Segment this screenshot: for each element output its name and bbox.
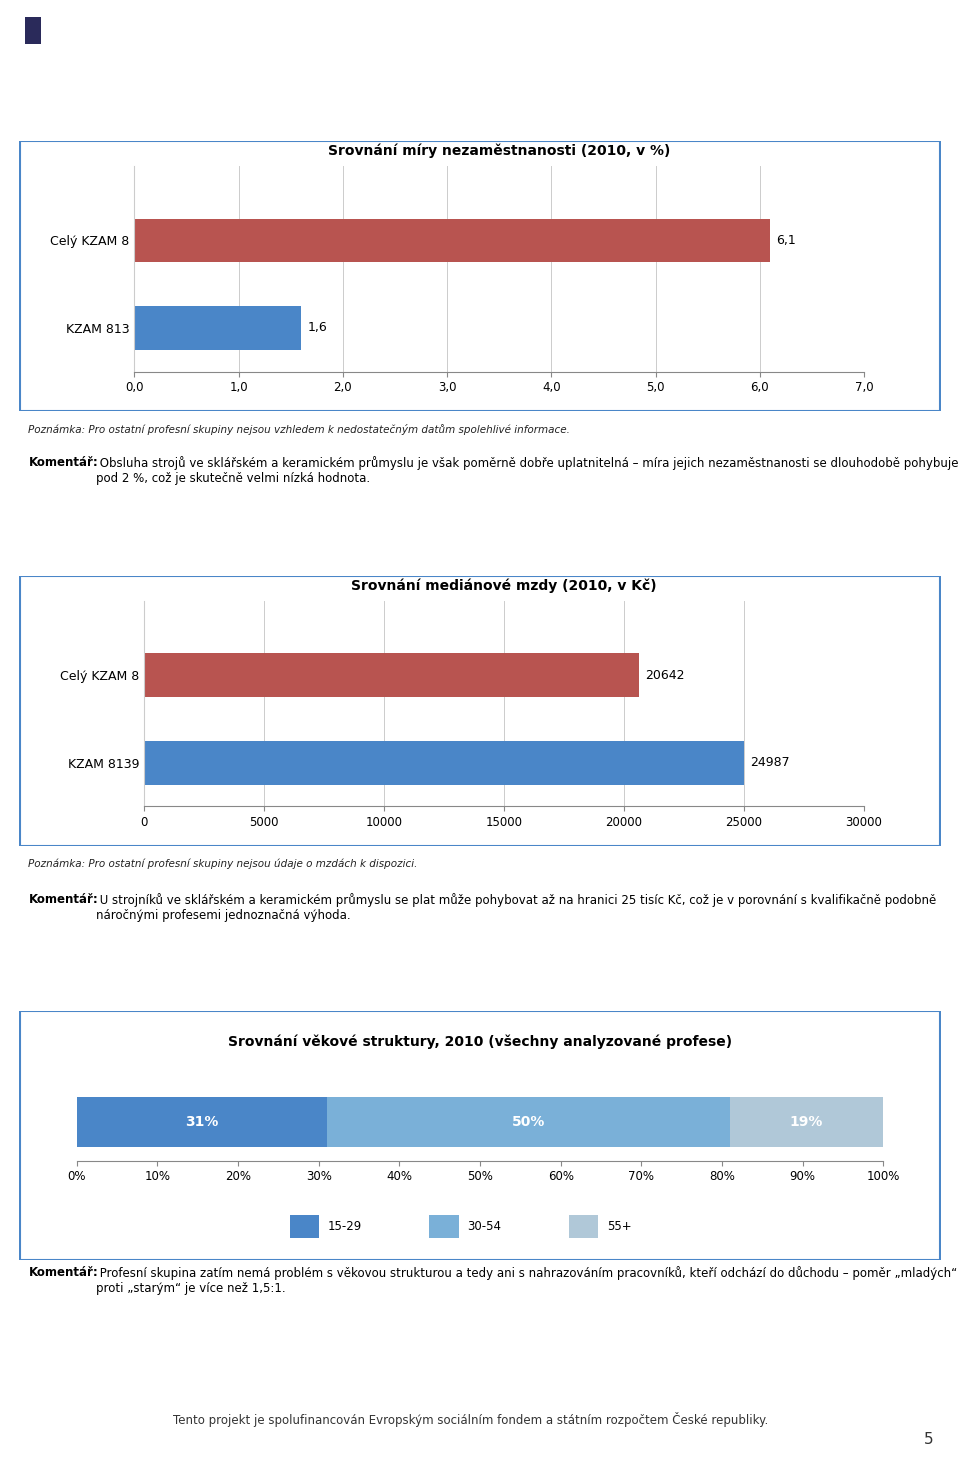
Text: 50%: 50% [512, 1115, 545, 1130]
Text: 55+: 55+ [607, 1221, 632, 1232]
Bar [144, 740, 744, 784]
Text: Komentář:: Komentář: [29, 893, 98, 906]
FancyBboxPatch shape [20, 1011, 940, 1260]
Text: Komentář:: Komentář: [29, 457, 98, 470]
Text: 24987: 24987 [750, 757, 789, 770]
Title: Srovnání míry nezaměstnanosti (2010, v %): Srovnání míry nezaměstnanosti (2010, v %… [328, 144, 670, 157]
Bar [290, 1215, 320, 1238]
Title: Srovnání mediánové mzdy (2010, v Kč): Srovnání mediánové mzdy (2010, v Kč) [351, 579, 657, 592]
Bar [326, 1097, 730, 1147]
Text: 19%: 19% [790, 1115, 824, 1130]
Bar [730, 1097, 883, 1147]
Bar [77, 1097, 326, 1147]
Bar [25, 18, 41, 44]
Text: Poznámka: Pro ostatní profesní skupiny nejsou údaje o mzdách k dispozici.: Poznámka: Pro ostatní profesní skupiny n… [29, 858, 418, 870]
Bar [144, 654, 639, 698]
Bar [134, 219, 770, 263]
Text: 6,1: 6,1 [777, 234, 796, 247]
Text: Koncepce dalšího vzdělávání: Koncepce dalšího vzdělávání [54, 25, 245, 37]
Text: Tento projekt je spolufinancován Evropským sociálním fondem a státním rozpočtem : Tento projekt je spolufinancován Evropsk… [173, 1412, 768, 1426]
Text: Mzdová atraktivita: Mzdová atraktivita [31, 549, 162, 561]
Text: 31%: 31% [185, 1115, 219, 1130]
Text: 30-54: 30-54 [468, 1221, 501, 1232]
Text: 15-29: 15-29 [328, 1221, 362, 1232]
Text: Věková struktura: Věková struktura [31, 986, 151, 997]
Text: Poznámka: Pro ostatní profesní skupiny nejsou vzhledem k nedostatečným datům spo: Poznámka: Pro ostatní profesní skupiny n… [29, 425, 570, 435]
Text: U strojníků ve sklářském a keramickém průmyslu se plat může pohybovat až na hran: U strojníků ve sklářském a keramickém pr… [96, 893, 936, 921]
Text: Komentář:: Komentář: [29, 1266, 98, 1279]
Bar [568, 1215, 598, 1238]
Bar [134, 306, 301, 350]
Text: Srovnání věkové struktury, 2010 (všechny analyzované profese): Srovnání věkové struktury, 2010 (všechny… [228, 1034, 732, 1049]
Text: Obsluha strojů ve sklářském a keramickém průmyslu je však poměrně dobře uplatnit: Obsluha strojů ve sklářském a keramickém… [96, 457, 958, 485]
FancyBboxPatch shape [20, 576, 940, 846]
FancyBboxPatch shape [20, 141, 940, 411]
Text: Situace na trhu práce pro klíčové profese (typové pozice): Situace na trhu práce pro klíčové profes… [31, 115, 434, 126]
Text: 1,6: 1,6 [307, 322, 327, 335]
Text: Profesní skupina zatím nemá problém s věkovou strukturou a tedy ani s nahrazován: Profesní skupina zatím nemá problém s vě… [96, 1266, 957, 1294]
Bar [429, 1215, 459, 1238]
Text: 5: 5 [924, 1432, 933, 1447]
Text: 20642: 20642 [645, 668, 684, 682]
